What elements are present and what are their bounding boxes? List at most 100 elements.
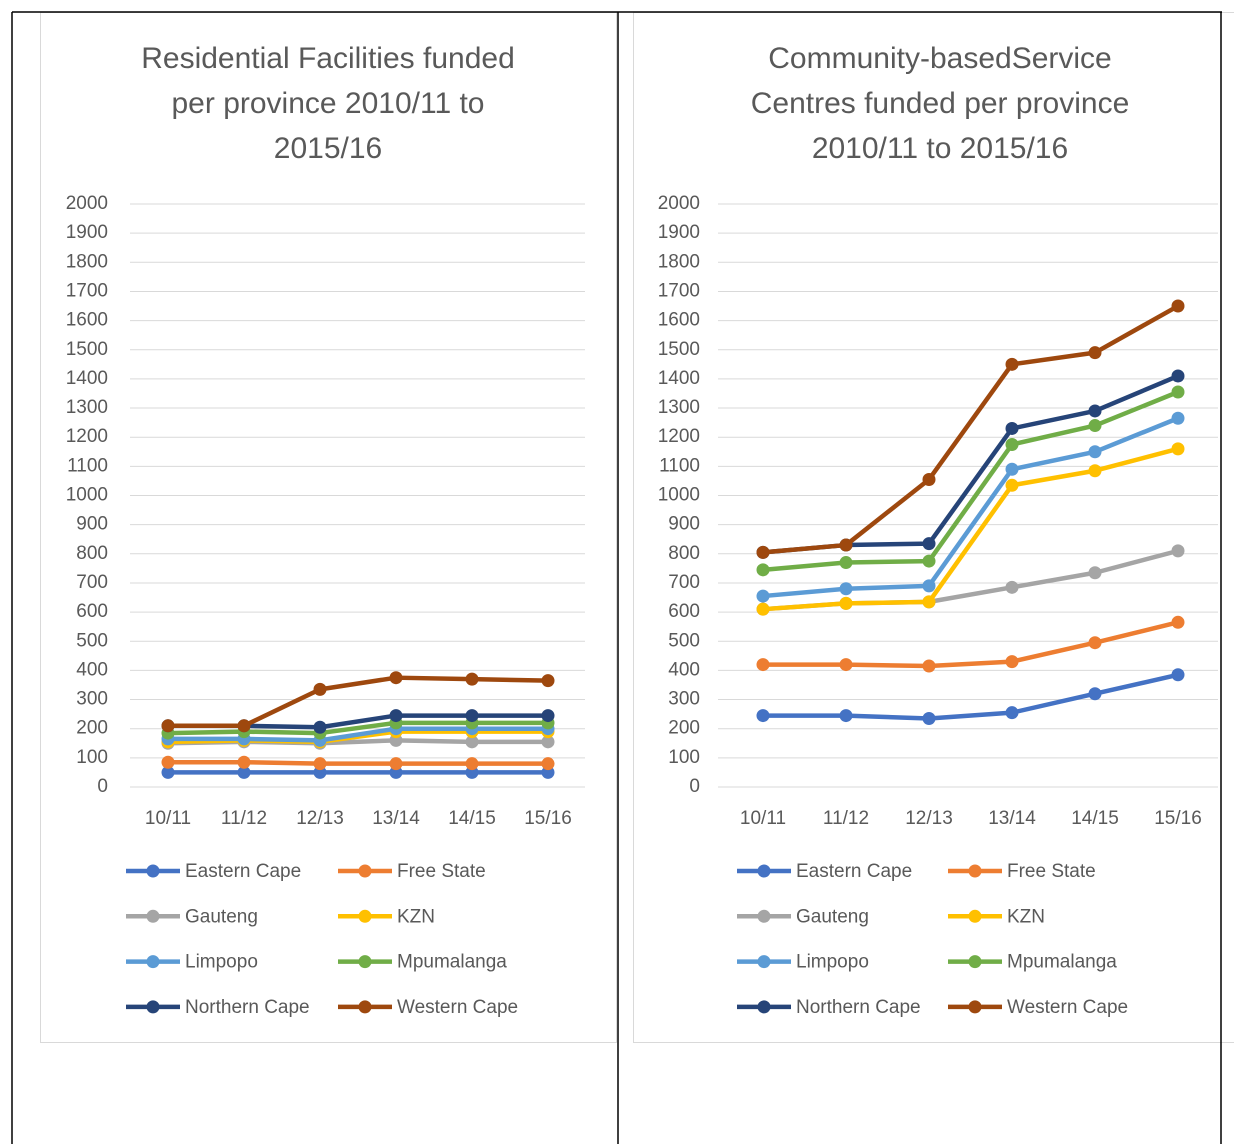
data-point: [756, 563, 770, 577]
y-tick-label: 300: [668, 689, 700, 710]
legend-label: Mpumalanga: [397, 952, 507, 973]
data-point: [1088, 464, 1102, 478]
data-point: [756, 602, 770, 616]
legend-label: Western Cape: [1007, 997, 1128, 1018]
data-point: [161, 765, 175, 779]
series-line: [762, 446, 1179, 612]
series-line: [762, 304, 1180, 555]
data-point: [922, 659, 936, 673]
series-line: [763, 672, 1179, 721]
y-tick-label: 1300: [658, 397, 700, 418]
legend-label: Northern Cape: [796, 997, 921, 1018]
data-point: [237, 755, 251, 769]
data-point: [839, 556, 853, 570]
data-point: [465, 735, 479, 749]
x-tick-label: 14/15: [448, 808, 496, 829]
data-point: [1088, 445, 1102, 459]
y-tick-label: 1100: [67, 455, 108, 476]
data-point: [922, 711, 936, 725]
legend-label: Gauteng: [185, 906, 258, 927]
x-tick-label: 13/14: [988, 808, 1036, 829]
series-line: [168, 675, 549, 729]
x-tick-label: 12/13: [296, 808, 344, 829]
y-tick-label: 1400: [66, 368, 108, 389]
data-point: [313, 682, 327, 696]
y-tick-label: 1200: [66, 426, 108, 447]
legend-marker: [968, 1000, 982, 1014]
data-point: [389, 757, 403, 771]
legend-label: Mpumalanga: [1007, 952, 1117, 973]
legend-label: Eastern Cape: [796, 861, 912, 882]
y-tick-label: 1500: [66, 339, 108, 360]
y-tick-label: 1600: [658, 310, 700, 331]
legend-marker: [968, 955, 982, 969]
y-tick-label: 1100: [659, 455, 700, 476]
data-point: [1088, 419, 1102, 433]
data-point: [465, 672, 479, 686]
data-point: [1171, 369, 1185, 383]
legend-marker: [968, 864, 982, 878]
legend-label: Limpopo: [185, 952, 258, 973]
data-point: [1005, 706, 1019, 720]
legend-marker: [146, 955, 160, 969]
y-tick-label: 100: [76, 747, 108, 768]
y-tick-label: 1000: [66, 485, 108, 506]
data-point: [1005, 357, 1019, 371]
data-point: [161, 719, 175, 733]
legend-marker: [358, 955, 372, 969]
data-point: [465, 709, 479, 723]
data-point: [1171, 615, 1185, 629]
data-point: [1088, 566, 1102, 580]
chart-frame: [633, 12, 1234, 1043]
data-point: [465, 757, 479, 771]
x-tick-label: 11/12: [823, 808, 869, 829]
legend-label: Eastern Cape: [185, 861, 301, 882]
y-tick-label: 1400: [658, 368, 700, 389]
data-point: [1005, 462, 1019, 476]
chart-title: per province 2010/11 to: [172, 87, 485, 120]
data-point: [839, 582, 853, 596]
legend-marker: [358, 1000, 372, 1014]
y-tick-label: 400: [76, 659, 108, 680]
legend-label: Gauteng: [796, 906, 869, 927]
data-point: [1171, 544, 1185, 558]
data-point: [1171, 385, 1185, 399]
data-point: [1171, 299, 1185, 313]
y-tick-label: 700: [76, 572, 108, 593]
y-tick-label: 1700: [66, 280, 108, 301]
data-point: [541, 735, 555, 749]
data-point: [756, 709, 770, 723]
legend-marker: [358, 909, 372, 923]
y-tick-label: 1900: [658, 222, 700, 243]
data-point: [237, 719, 251, 733]
y-tick-label: 200: [668, 718, 700, 739]
data-point: [756, 658, 770, 672]
data-point: [922, 554, 936, 568]
legend-label: Limpopo: [796, 952, 869, 973]
y-tick-label: 900: [668, 514, 700, 535]
legend-marker: [757, 955, 771, 969]
chart-title: 2015/16: [274, 132, 382, 165]
x-tick-label: 15/16: [524, 808, 572, 829]
legend-label: Northern Cape: [185, 997, 310, 1018]
y-tick-label: 0: [97, 776, 108, 797]
y-tick-label: 700: [668, 572, 700, 593]
y-tick-label: 300: [76, 689, 108, 710]
data-point: [1088, 346, 1102, 360]
chart-title: 2010/11 to 2015/16: [812, 132, 1068, 165]
data-point: [839, 658, 853, 672]
data-point: [839, 538, 853, 552]
y-tick-label: 1200: [658, 426, 700, 447]
chart-title: Residential Facilities funded: [141, 42, 515, 75]
data-point: [922, 579, 936, 593]
legend-marker: [146, 909, 160, 923]
data-point: [313, 720, 327, 734]
y-tick-label: 800: [668, 543, 700, 564]
data-point: [1005, 655, 1019, 669]
legend-marker: [968, 909, 982, 923]
y-tick-label: 400: [668, 659, 700, 680]
y-tick-label: 2000: [658, 193, 700, 214]
legend-label: Free State: [397, 861, 486, 882]
data-point: [1088, 636, 1102, 650]
series-line: [167, 720, 548, 736]
